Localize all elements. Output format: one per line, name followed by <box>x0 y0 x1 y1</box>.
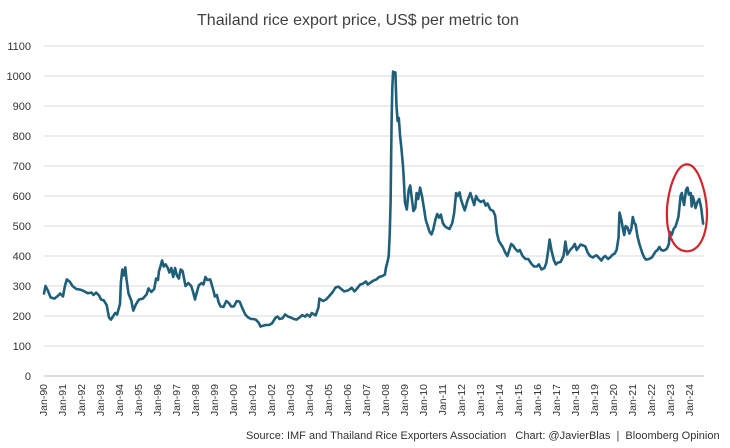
y-tick-label: 100 <box>13 341 31 353</box>
x-tick-label: Jan-90 <box>38 384 50 416</box>
y-tick-label: 1100 <box>7 41 31 53</box>
x-tick-label: Jan-00 <box>228 384 240 416</box>
x-tick-label: Jan-19 <box>589 384 601 416</box>
x-tick-label: Jan-94 <box>114 384 126 416</box>
x-tick-label: Jan-05 <box>323 384 335 416</box>
x-tick-label: Jan-21 <box>627 384 639 416</box>
x-tick-label: Jan-22 <box>646 384 658 416</box>
x-tick-label: Jan-04 <box>304 384 316 416</box>
grid-lines <box>44 45 704 377</box>
x-tick-label: Jan-02 <box>266 384 278 416</box>
x-tick-label: Jan-91 <box>57 384 69 416</box>
x-tick-label: Jan-09 <box>399 384 411 416</box>
y-tick-label: 700 <box>13 161 31 173</box>
y-tick-label: 500 <box>13 221 31 233</box>
y-tick-label: 600 <box>13 191 31 203</box>
x-tick-label: Jan-11 <box>437 384 449 415</box>
y-tick-label: 0 <box>25 371 31 383</box>
x-axis-ticks: Jan-90 Jan-91 Jan-92 Jan-93 Jan-94 Jan-95 Jan-… <box>38 384 696 416</box>
x-tick-label: Jan-08 <box>380 384 392 416</box>
x-tick-label: Jan-20 <box>608 384 620 416</box>
annotation-layer <box>665 163 709 253</box>
chart-title: Thailand rice export price, US$ per metr… <box>197 12 519 29</box>
y-tick-label: 400 <box>13 251 31 263</box>
x-tick-label: Jan-18 <box>570 384 582 416</box>
x-tick-label: Jan-93 <box>95 384 107 416</box>
x-tick-label: Jan-98 <box>190 384 202 416</box>
x-tick-label: Jan-97 <box>171 384 183 416</box>
x-tick-label: Jan-17 <box>551 384 563 416</box>
x-tick-label: Jan-16 <box>532 384 544 416</box>
x-tick-label: Jan-01 <box>247 384 259 416</box>
x-tick-label: Jan-99 <box>209 384 221 416</box>
x-tick-label: Jan-13 <box>475 384 487 416</box>
x-tick-label: Jan-06 <box>342 384 354 416</box>
x-tick-label: Jan-24 <box>684 384 696 416</box>
x-tick-label: Jan-15 <box>513 384 525 416</box>
annotation-circle-0 <box>665 163 709 253</box>
y-tick-label: 300 <box>13 281 31 293</box>
series-layer <box>42 70 705 328</box>
x-tick-label: Jan-12 <box>456 384 468 416</box>
source-note: Source: IMF and Thailand Rice Exporters … <box>246 430 720 442</box>
y-tick-label: 900 <box>13 101 31 113</box>
x-tick-label: Jan-07 <box>361 384 373 416</box>
x-tick-label: Jan-95 <box>133 384 145 416</box>
series-line-0 <box>42 70 705 328</box>
x-tick-label: Jan-23 <box>665 384 677 416</box>
x-tick-label: Jan-03 <box>285 384 297 416</box>
x-tick-label: Jan-96 <box>152 384 164 416</box>
y-tick-label: 200 <box>13 311 31 323</box>
x-tick-label: Jan-92 <box>76 384 88 416</box>
y-tick-label: 1000 <box>7 71 31 83</box>
y-axis-ticks: 0 100 200 300 400 500 600 700 800 900 1000 1100 <box>7 41 31 383</box>
x-tick-label: Jan-14 <box>494 384 506 416</box>
y-tick-label: 800 <box>13 131 31 143</box>
x-tick-label: Jan-10 <box>418 384 430 416</box>
